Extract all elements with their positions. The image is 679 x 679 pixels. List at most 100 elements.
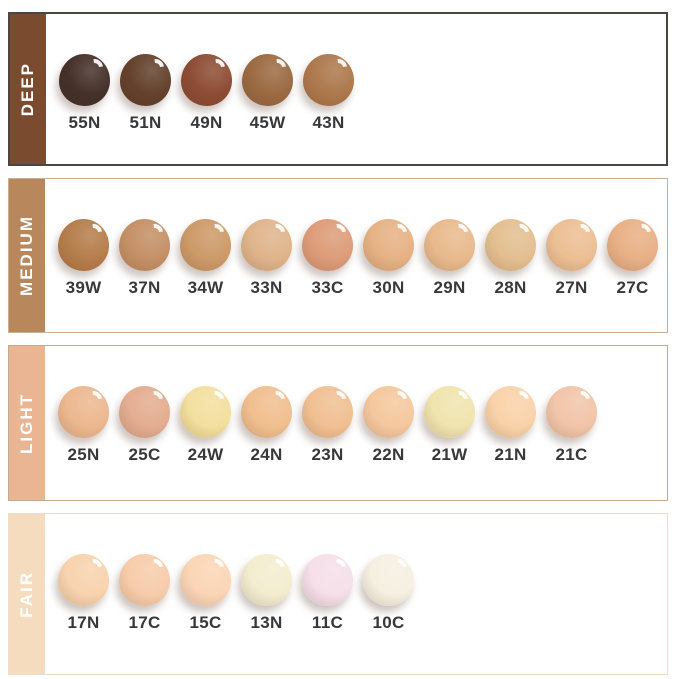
swatch-circle (119, 219, 170, 271)
swatch-code-label: 45W (249, 113, 286, 132)
swatch-circle (59, 54, 110, 106)
shade-swatch-51n: 51N (120, 54, 171, 133)
swatch-code-label: 43N (312, 113, 345, 132)
shade-swatch-17n: 17N (58, 554, 109, 633)
gloss-highlight (447, 220, 472, 245)
gloss-highlight (203, 387, 228, 412)
swatch-circle (485, 386, 536, 438)
gloss-highlight (569, 220, 594, 245)
gloss-highlight (143, 55, 168, 80)
shade-row-light: LIGHT 25N 25C 24W 24N 23N (8, 345, 668, 501)
swatch-list: 39W 37N 34W 33N 33C 30N 29N (45, 179, 658, 332)
shade-group-band: LIGHT (9, 346, 45, 500)
shade-swatch-30n: 30N (363, 219, 414, 298)
shade-row-deep: DEEP 55N 51N 49N 45W 43N (8, 12, 668, 166)
swatch-list: 55N 51N 49N 45W 43N (46, 14, 354, 164)
gloss-highlight (386, 220, 411, 245)
swatch-code-label: 21W (431, 445, 468, 464)
swatch-code-label: 24N (250, 445, 283, 464)
gloss-highlight (264, 387, 289, 412)
gloss-highlight (386, 555, 411, 580)
swatch-code-label: 23N (311, 445, 344, 464)
shade-swatch-33c: 33C (302, 219, 353, 298)
gloss-highlight (447, 387, 472, 412)
shade-swatch-34w: 34W (180, 219, 231, 298)
swatch-code-label: 34W (187, 278, 224, 297)
shade-swatch-24n: 24N (241, 386, 292, 465)
gloss-highlight (203, 220, 228, 245)
shade-group-band: FAIR (9, 514, 45, 674)
swatch-circle (303, 54, 354, 106)
shade-swatch-45w: 45W (242, 54, 293, 133)
gloss-highlight (326, 55, 351, 80)
gloss-highlight (81, 387, 106, 412)
gloss-highlight (630, 220, 655, 245)
swatch-code-label: 25C (128, 445, 161, 464)
gloss-highlight (569, 387, 594, 412)
gloss-highlight (508, 387, 533, 412)
swatch-circle (180, 386, 231, 438)
shade-group-band: DEEP (10, 14, 46, 164)
swatch-circle (546, 386, 597, 438)
shade-swatch-25c: 25C (119, 386, 170, 465)
shade-swatch-10c: 10C (363, 554, 414, 633)
swatch-circle (607, 219, 658, 271)
shade-swatch-43n: 43N (303, 54, 354, 133)
swatch-code-label: 15C (189, 613, 222, 632)
swatch-circle (241, 219, 292, 271)
gloss-highlight (142, 220, 167, 245)
swatch-code-label: 30N (372, 278, 405, 297)
swatch-circle (58, 219, 109, 271)
shade-swatch-21c: 21C (546, 386, 597, 465)
shade-swatch-37n: 37N (119, 219, 170, 298)
shade-swatch-27n: 27N (546, 219, 597, 298)
swatch-circle (58, 386, 109, 438)
shade-swatch-28n: 28N (485, 219, 536, 298)
shade-group-label: FAIR (17, 570, 36, 618)
shade-group-band: MEDIUM (9, 179, 45, 332)
swatch-circle (241, 554, 292, 606)
shade-swatch-27c: 27C (607, 219, 658, 298)
swatch-code-label: 27N (555, 278, 588, 297)
swatch-circle (302, 219, 353, 271)
swatch-circle (58, 554, 109, 606)
swatch-code-label: 37N (128, 278, 161, 297)
swatch-circle (180, 554, 231, 606)
swatch-list: 25N 25C 24W 24N 23N 22N 21W (45, 346, 597, 500)
swatch-code-label: 29N (433, 278, 466, 297)
swatch-list: 17N 17C 15C 13N 11C 10C (45, 514, 414, 674)
gloss-highlight (325, 220, 350, 245)
gloss-highlight (204, 55, 229, 80)
shade-swatch-17c: 17C (119, 554, 170, 633)
swatch-circle (302, 386, 353, 438)
shade-swatch-13n: 13N (241, 554, 292, 633)
swatch-code-label: 11C (311, 613, 344, 632)
swatch-code-label: 55N (68, 113, 101, 132)
swatch-code-label: 28N (494, 278, 527, 297)
shade-swatch-39w: 39W (58, 219, 109, 298)
swatch-code-label: 21N (494, 445, 527, 464)
gloss-highlight (264, 220, 289, 245)
shade-swatch-11c: 11C (302, 554, 353, 633)
gloss-highlight (142, 555, 167, 580)
shade-swatch-15c: 15C (180, 554, 231, 633)
gloss-highlight (81, 555, 106, 580)
gloss-highlight (81, 220, 106, 245)
swatch-code-label: 33N (250, 278, 283, 297)
shade-row-fair: FAIR 17N 17C 15C 13N 11C 1 (8, 513, 668, 675)
swatch-code-label: 22N (372, 445, 405, 464)
swatch-code-label: 13N (250, 613, 283, 632)
shade-swatch-21w: 21W (424, 386, 475, 465)
shade-row-medium: MEDIUM 39W 37N 34W 33N 33C (8, 178, 668, 333)
swatch-code-label: 51N (129, 113, 162, 132)
swatch-code-label: 39W (65, 278, 102, 297)
swatch-circle (302, 554, 353, 606)
gloss-highlight (82, 55, 107, 80)
swatch-code-label: 17N (67, 613, 100, 632)
shade-swatch-49n: 49N (181, 54, 232, 133)
swatch-circle (363, 219, 414, 271)
swatch-code-label: 49N (190, 113, 223, 132)
swatch-circle (363, 554, 414, 606)
swatch-circle (363, 386, 414, 438)
shade-swatch-22n: 22N (363, 386, 414, 465)
